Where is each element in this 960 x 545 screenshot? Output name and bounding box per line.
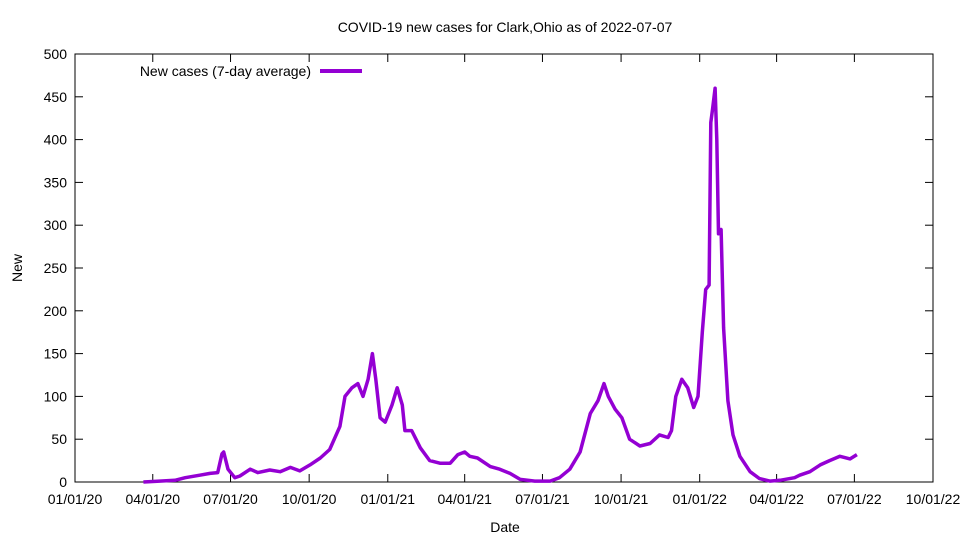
y-tick-label: 350: [44, 174, 68, 190]
x-tick-label: 10/01/22: [906, 491, 960, 507]
x-axis-label: Date: [490, 519, 520, 535]
legend: New cases (7-day average): [140, 63, 362, 79]
y-tick-label: 400: [44, 132, 68, 148]
y-tick-label: 250: [44, 260, 68, 276]
x-tick-label: 04/01/20: [126, 491, 181, 507]
plot-border: [74, 53, 934, 483]
y-tick-label: 100: [44, 388, 68, 404]
y-tick-label: 0: [59, 474, 67, 490]
y-axis-label: New: [9, 253, 25, 282]
y-tick-label: 150: [44, 346, 68, 362]
y-tick-label: 300: [44, 217, 68, 233]
x-tick-label: 04/01/22: [749, 491, 804, 507]
x-tick-label: 10/01/20: [282, 491, 337, 507]
series-line-new-cases: [143, 86, 858, 484]
x-tick-label: 01/01/22: [672, 491, 727, 507]
legend-label: New cases (7-day average): [140, 63, 311, 79]
x-tick-label: 07/01/20: [203, 491, 258, 507]
x-tick-label: 10/01/21: [594, 491, 649, 507]
x-tick-label: 07/01/22: [827, 491, 882, 507]
y-tick-label: 450: [44, 89, 68, 105]
y-tick-label: 50: [51, 431, 67, 447]
y-tick-label: 200: [44, 303, 68, 319]
x-tick-label: 07/01/21: [515, 491, 570, 507]
chart-title: COVID-19 new cases for Clark,Ohio as of …: [338, 19, 673, 35]
y-tick-label: 500: [44, 46, 68, 62]
x-tick-label: 01/01/20: [48, 491, 103, 507]
x-tick-label: 01/01/21: [361, 491, 416, 507]
x-tick-label: 04/01/21: [437, 491, 492, 507]
